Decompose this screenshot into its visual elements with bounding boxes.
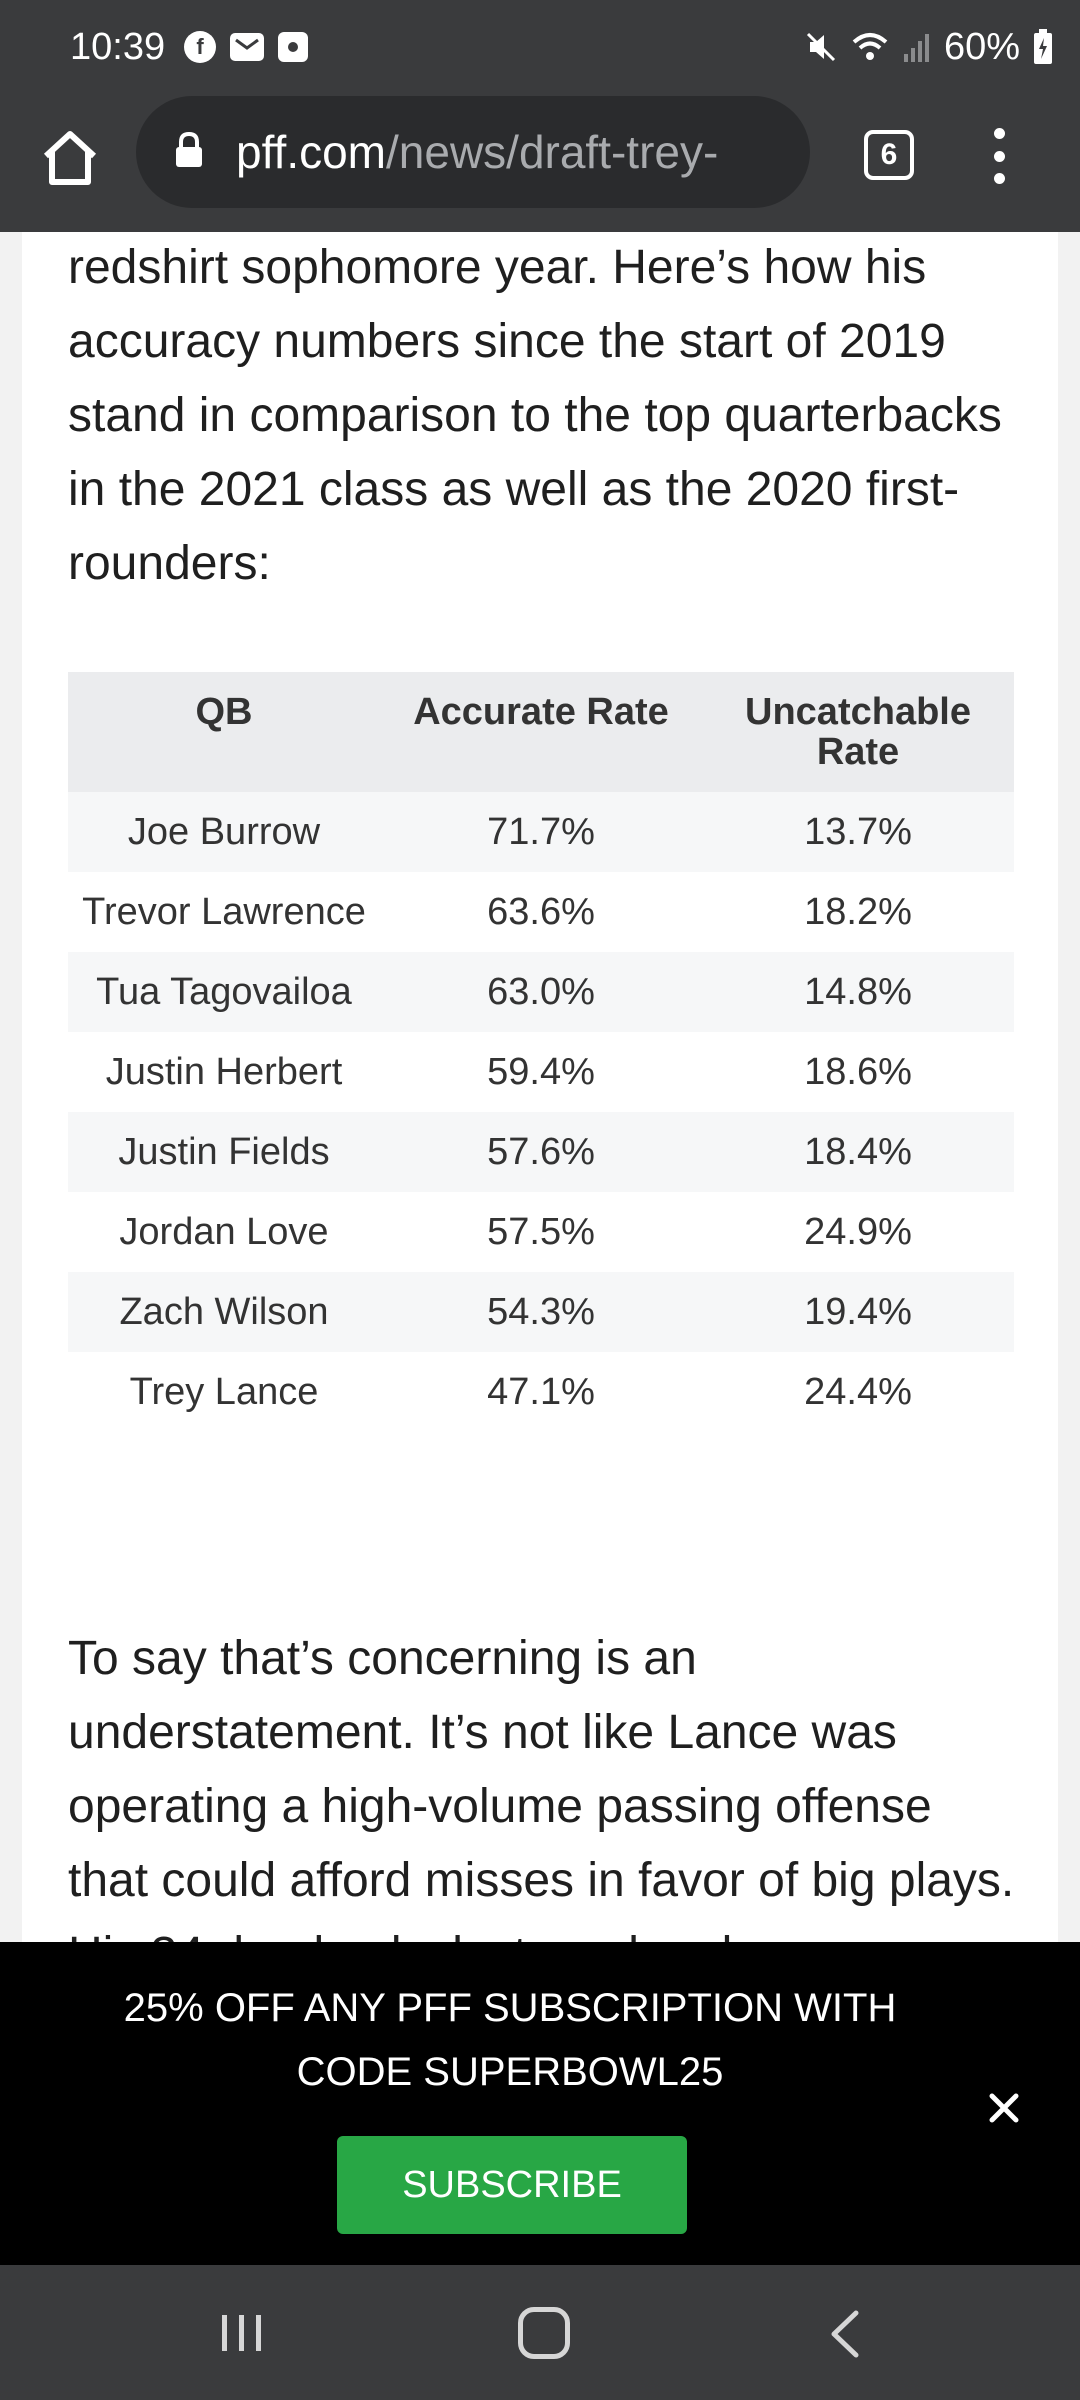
- tab-switcher-button[interactable]: 6: [864, 130, 914, 180]
- home-icon[interactable]: [38, 126, 102, 190]
- wifi-icon: [852, 33, 888, 60]
- article-body: redshirt sophomore year. Here’s how his …: [22, 232, 1058, 1942]
- status-time: 10:39: [70, 26, 166, 68]
- column-header-uncatchable-rate: Uncatchable Rate: [702, 672, 1014, 792]
- uncatchable-rate: 19.4%: [702, 1272, 1014, 1352]
- table-header-row: QB Accurate Rate Uncatchable Rate: [68, 672, 1014, 792]
- promo-text: 25% OFF ANY PFF SUBSCRIPTION WITH CODE S…: [123, 1986, 897, 2094]
- subscribe-button[interactable]: SUBSCRIBE: [337, 2136, 687, 2234]
- qb-name: Jordan Love: [119, 1211, 329, 1253]
- qb-name: Zach Wilson: [68, 1272, 380, 1352]
- table-row: Trey Lance 47.1% 24.4%: [68, 1352, 1014, 1432]
- table-row: Tua Tagovailoa 63.0% 14.8%: [68, 952, 1014, 1032]
- uncatchable-rate: 18.4%: [702, 1112, 1014, 1192]
- qb-name: Trevor Lawrence: [82, 891, 366, 933]
- uncatchable-rate: 24.4%: [804, 1371, 912, 1413]
- status-bar: 10:39 f 60%: [0, 0, 1080, 94]
- notification-icons: f: [184, 30, 308, 64]
- qb-name: Justin Herbert: [105, 1051, 343, 1093]
- promo-banner: 25% OFF ANY PFF SUBSCRIPTION WITH CODE S…: [0, 1942, 1080, 2265]
- qb-name: Joe Burrow: [68, 792, 380, 872]
- back-icon[interactable]: [826, 2309, 862, 2359]
- uncatchable-rate: 14.8%: [702, 952, 1014, 1032]
- accurate-rate: 59.4%: [487, 1051, 595, 1093]
- battery-percent: 60%: [943, 25, 1020, 68]
- table-row: Trevor Lawrence 63.6% 18.2%: [68, 872, 1014, 952]
- table-row: Justin Fields 57.6% 18.4%: [68, 1112, 1014, 1192]
- recents-icon[interactable]: [220, 2311, 264, 2355]
- article-paragraph-after-table: To say that’s concerning is an understat…: [68, 1632, 1015, 1942]
- url-domain: pff.com: [236, 126, 386, 178]
- address-bar[interactable]: pff.com/news/draft-trey-: [136, 96, 810, 208]
- accurate-rate: 63.0%: [380, 952, 702, 1032]
- accurate-rate: 63.6%: [487, 891, 595, 933]
- qb-name: Tua Tagovailoa: [68, 952, 380, 1032]
- lock-icon: [176, 132, 202, 167]
- home-button[interactable]: [518, 2307, 570, 2359]
- signal-icon: [903, 34, 929, 62]
- system-icons: 60%: [804, 22, 1054, 72]
- more-menu-icon[interactable]: [984, 124, 1014, 188]
- accurate-rate: 57.5%: [487, 1211, 595, 1253]
- navigation-bar: [0, 2265, 1080, 2400]
- close-icon[interactable]: [986, 2090, 1022, 2126]
- table-row: Joe Burrow 71.7% 13.7%: [68, 792, 1014, 872]
- url-path: /news/draft-trey-: [386, 126, 719, 178]
- qb-name: Justin Fields: [68, 1112, 380, 1192]
- battery-icon: [1034, 29, 1052, 64]
- uncatchable-rate: 18.6%: [804, 1051, 912, 1093]
- mute-icon: [806, 32, 835, 62]
- table-row: Justin Herbert 59.4% 18.6%: [68, 1032, 1014, 1112]
- accurate-rate: 71.7%: [380, 792, 702, 872]
- accurate-rate: 54.3%: [380, 1272, 702, 1352]
- accurate-rate: 47.1%: [487, 1371, 595, 1413]
- article-paragraph-intro: redshirt sophomore year. Here’s how his …: [68, 241, 1002, 590]
- column-header-accurate-rate: Accurate Rate: [380, 672, 702, 792]
- table-row: Jordan Love 57.5% 24.9%: [68, 1192, 1014, 1272]
- accurate-rate: 57.6%: [380, 1112, 702, 1192]
- table-row: Zach Wilson 54.3% 19.4%: [68, 1272, 1014, 1352]
- url-text: pff.com/news/draft-trey-: [236, 124, 718, 180]
- uncatchable-rate: 13.7%: [702, 792, 1014, 872]
- screen-recorder-icon: [278, 32, 308, 62]
- column-header-qb: QB: [68, 672, 380, 792]
- browser-toolbar: pff.com/news/draft-trey- 6: [0, 94, 1080, 232]
- qb-accuracy-table: QB Accurate Rate Uncatchable Rate Joe Bu…: [68, 672, 1014, 1432]
- facebook-icon: f: [184, 31, 216, 63]
- page-viewport[interactable]: redshirt sophomore year. Here’s how his …: [0, 232, 1080, 1942]
- uncatchable-rate: 18.2%: [804, 891, 912, 933]
- qb-name: Trey Lance: [129, 1371, 319, 1413]
- uncatchable-rate: 24.9%: [804, 1211, 912, 1253]
- gmail-icon: [230, 33, 264, 61]
